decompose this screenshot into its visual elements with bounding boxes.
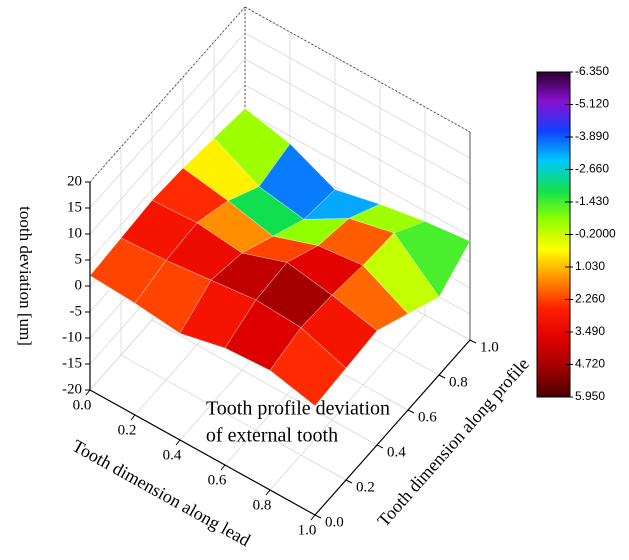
- y-tick-label: 0.2: [356, 479, 375, 495]
- x-tick-label: 0.4: [163, 447, 182, 463]
- grid-line: [89, 58, 246, 235]
- y-axis: [314, 339, 471, 516]
- y-tick: [345, 479, 353, 484]
- colorbar: -6.350 -5.120 -3.890 -2.660 -1.430 -0.2000 1.0…: [536, 64, 616, 403]
- x-axis-title: Tooth dimension along lead: [69, 436, 254, 551]
- box-edge: [89, 6, 246, 183]
- x-tick-label: 0.8: [253, 497, 272, 513]
- z-tick-label: 0: [75, 277, 83, 293]
- colorbar-tick-label: 4.720: [575, 357, 605, 371]
- box-edge: [244, 6, 471, 133]
- x-tick-label: 0.0: [73, 397, 92, 413]
- z-tick-label: -15: [62, 355, 82, 371]
- z-tick-label: -5: [70, 303, 83, 319]
- colorbar-tick-label: -3.890: [575, 129, 609, 143]
- x-tick: [265, 489, 271, 496]
- y-tick-label: 0.4: [387, 444, 406, 460]
- y-tick-label: 0.8: [449, 374, 468, 390]
- colorbar-bar: [536, 71, 571, 398]
- z-tick-label: -10: [62, 329, 82, 345]
- z-tick-label: 5: [75, 251, 83, 267]
- y-tick-label: 0.0: [325, 514, 344, 530]
- z-tick-label: 15: [67, 199, 82, 215]
- colorbar-tick-label: 1.030: [575, 259, 605, 273]
- x-tick: [175, 439, 181, 446]
- colorbar-tick-label: 2.260: [575, 292, 605, 306]
- grid-line: [151, 319, 378, 446]
- annotation: of external tooth: [206, 425, 338, 447]
- y-tick: [376, 444, 384, 449]
- x-tick: [130, 414, 136, 421]
- y-tick: [438, 374, 446, 379]
- colorbar-tick-label: -5.120: [575, 97, 609, 111]
- y-tick: [469, 339, 477, 344]
- z-axis-title: tooth deviation [um]: [16, 206, 35, 346]
- grid-line: [89, 84, 246, 261]
- y-tick: [314, 514, 322, 519]
- x-tick: [220, 464, 226, 471]
- x-tick-label: 1.0: [298, 522, 317, 538]
- x-axis: [89, 389, 316, 516]
- colorbar-tick-label: 5.950: [575, 389, 605, 403]
- colorbar-tick-label: 3.490: [575, 324, 605, 338]
- annotation: Tooth profile deviation: [206, 398, 390, 420]
- grid-line: [120, 354, 347, 481]
- surface-cell: [393, 221, 471, 298]
- grid-line: [244, 58, 471, 185]
- grid-line: [269, 314, 426, 491]
- z-tick-label: 10: [67, 225, 82, 241]
- grid-line: [89, 32, 246, 209]
- x-tick: [310, 514, 316, 521]
- colorbar-tick-label: -0.2000: [575, 227, 616, 241]
- x-tick: [85, 389, 91, 396]
- colorbar-tick-label: -6.350: [575, 64, 609, 78]
- surface: [89, 108, 471, 407]
- y-tick: [407, 409, 415, 414]
- grid-line: [244, 84, 471, 211]
- grid-line: [244, 110, 471, 237]
- grid-line: [244, 32, 471, 159]
- colorbar-tick-label: -2.660: [575, 162, 609, 176]
- y-tick-label: 0.6: [418, 409, 437, 425]
- z-tick-label: -20: [62, 381, 82, 397]
- colorbar-tick-label: -1.430: [575, 194, 609, 208]
- surface-cell: [269, 327, 347, 407]
- x-tick-label: 0.2: [118, 422, 137, 438]
- y-tick-label: 1.0: [480, 339, 499, 355]
- x-tick-label: 0.6: [208, 472, 227, 488]
- z-tick-label: 20: [67, 173, 82, 189]
